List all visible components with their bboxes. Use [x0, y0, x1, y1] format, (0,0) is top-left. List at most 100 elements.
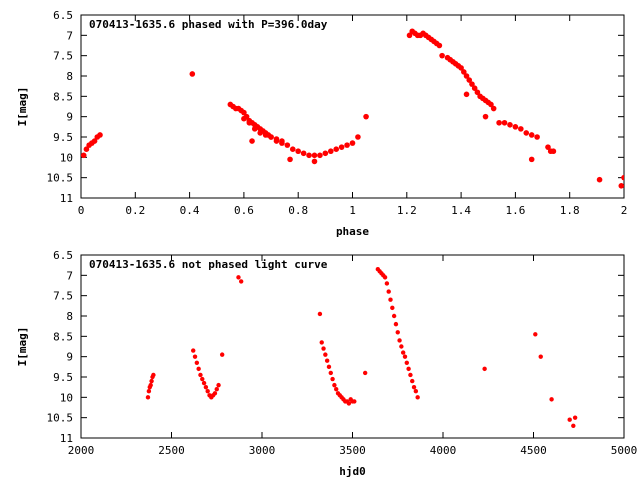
y-tick-label: 9: [66, 351, 73, 364]
data-point: [317, 152, 323, 159]
data-point: [596, 176, 603, 183]
data-point: [300, 150, 307, 157]
data-point: [295, 148, 302, 155]
chart-panel-1: 0 0.2 0.4 0.6 0.8 1 1.2 1.4 1.6 1.8 2 6.5 7 7.5 8 8.5 9 9…: [16, 9, 627, 238]
data-point: [501, 119, 508, 126]
data-point: [466, 77, 473, 83]
y-tick-label: 7: [66, 29, 73, 42]
data-point: [311, 158, 318, 165]
data-point: [550, 148, 557, 155]
x-tick-label: 1.4: [451, 204, 471, 217]
data-point: [216, 382, 221, 388]
data-point: [333, 146, 340, 152]
data-point: [200, 376, 205, 382]
y-tick-label: 9.5: [53, 371, 73, 384]
data-point: [97, 132, 103, 138]
data-point: [191, 348, 196, 353]
data-point: [413, 389, 419, 394]
data-point: [411, 384, 417, 390]
data-point: [81, 152, 87, 159]
data-point: [621, 174, 624, 181]
data-point: [212, 391, 218, 396]
data-point: [352, 399, 357, 404]
data-point: [363, 113, 369, 120]
data-point: [436, 42, 443, 49]
data-point: [145, 395, 151, 400]
data-point: [287, 156, 293, 163]
data-point: [567, 417, 572, 422]
data-point: [83, 146, 90, 152]
data-point: [322, 150, 329, 157]
data-point: [518, 126, 524, 132]
data-point: [533, 332, 538, 337]
data-point: [549, 397, 554, 402]
x-axis-title: hjd0: [339, 465, 366, 478]
y-tick-label: 8: [66, 310, 73, 323]
data-point: [257, 130, 263, 136]
data-point: [528, 132, 535, 138]
data-point: [571, 423, 576, 428]
data-point: [321, 346, 326, 351]
y-axis-title: I[mag]: [16, 327, 29, 367]
data-point: [384, 281, 390, 286]
data-point: [388, 297, 393, 302]
y-tick-label: 10: [60, 391, 73, 404]
data-point: [618, 183, 624, 189]
data-point: [146, 389, 152, 394]
data-point: [474, 89, 481, 96]
x-tick-label: 5000: [611, 444, 638, 457]
y-tick-label: 11: [60, 192, 73, 205]
data-point: [334, 387, 339, 392]
data-point: [279, 138, 285, 144]
data-point: [349, 140, 356, 146]
data-point: [327, 148, 334, 155]
data-point: [469, 81, 475, 87]
data-point: [249, 138, 255, 144]
data-point: [151, 372, 156, 378]
data-point: [241, 115, 247, 122]
data-point: [355, 134, 361, 140]
data-point: [148, 382, 153, 388]
x-tick-label: 0.8: [288, 204, 308, 217]
data-point: [482, 113, 489, 120]
x-tick-label: 0.2: [125, 204, 145, 217]
y-tick-label: 10.5: [47, 172, 74, 185]
plot-title: 070413-1635.6 phased with P=396.0day: [89, 18, 328, 31]
data-point: [572, 415, 578, 420]
x-tick-label: 4000: [430, 444, 457, 457]
data-point: [534, 134, 540, 140]
data-point: [203, 384, 209, 390]
data-point: [251, 126, 258, 132]
data-point: [344, 142, 350, 148]
data-point: [241, 109, 247, 116]
data-point: [326, 364, 332, 370]
data-point: [205, 389, 210, 394]
data-point: [382, 275, 388, 280]
data-point: [346, 401, 352, 406]
y-tick-label: 7: [66, 269, 73, 282]
y-tick-label: 8.5: [53, 330, 73, 343]
data-point: [262, 132, 269, 138]
data-point: [149, 378, 154, 384]
data-point: [404, 360, 409, 365]
data-point: [415, 395, 420, 400]
data-point: [538, 354, 543, 359]
y-tick-label: 8.5: [53, 90, 73, 103]
x-tick-label: 3500: [339, 444, 366, 457]
data-point: [410, 378, 415, 384]
data-point: [488, 101, 494, 108]
data-point: [406, 366, 411, 372]
x-tick-label: 1.8: [560, 204, 580, 217]
data-point: [397, 338, 402, 343]
data-point: [395, 330, 400, 335]
data-point: [214, 387, 219, 392]
data-point: [391, 313, 397, 319]
y-tick-label: 11: [60, 432, 73, 445]
data-point: [471, 85, 478, 91]
x-tick-label: 2500: [158, 444, 185, 457]
data-point: [91, 138, 98, 144]
data-point: [194, 360, 200, 365]
data-point: [400, 350, 406, 355]
data-point: [362, 370, 368, 376]
